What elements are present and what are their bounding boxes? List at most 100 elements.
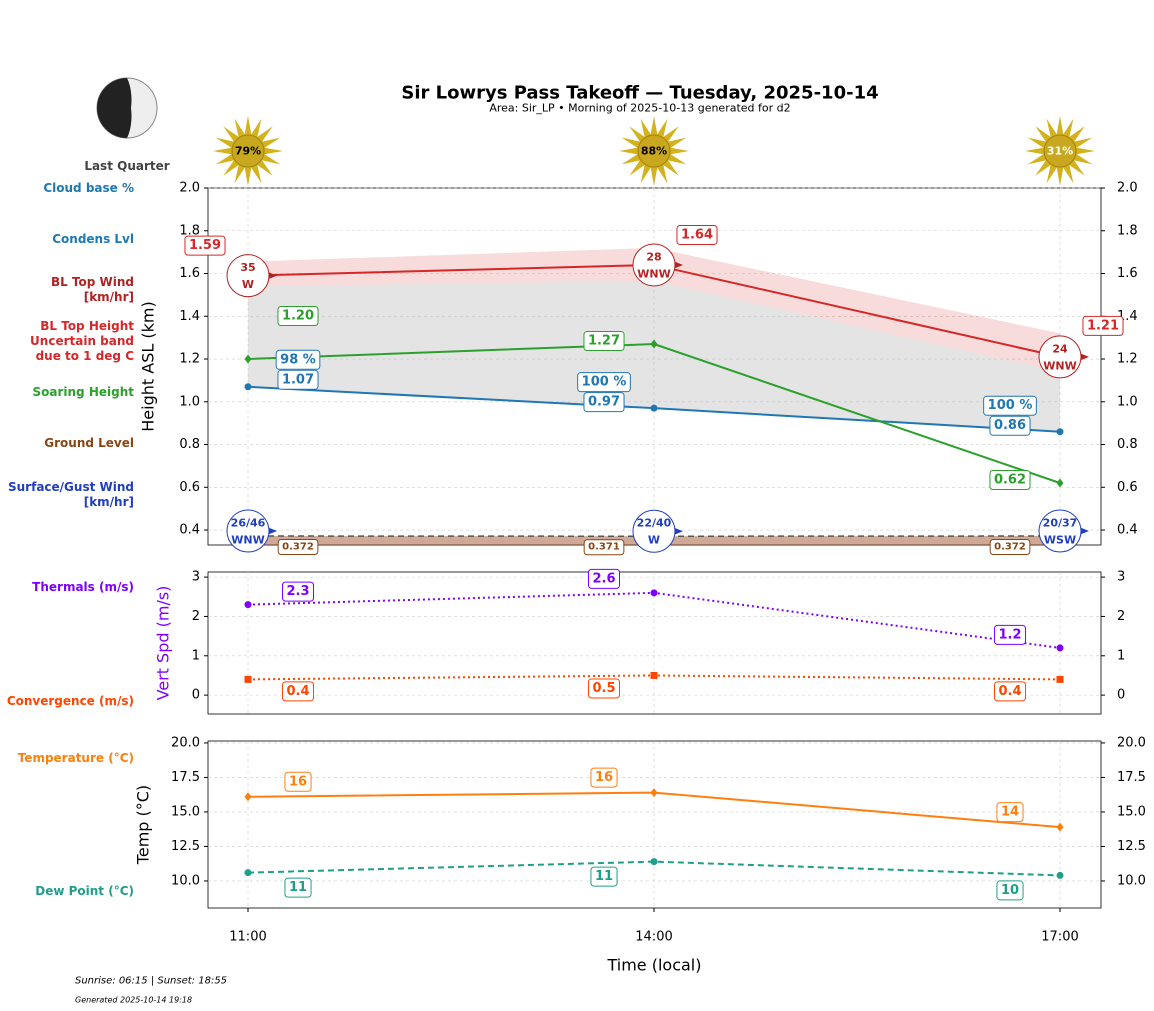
y-tick-label-right: 17.5 [1117, 770, 1146, 785]
y-tick-label: 12.5 [171, 839, 200, 854]
y-tick-label-right: 1.8 [1117, 223, 1138, 238]
data-label: 1.21 [1087, 318, 1119, 333]
cloud-cover-icon [1043, 134, 1077, 168]
y-tick-label-right: 1.2 [1117, 352, 1138, 367]
point [1056, 871, 1064, 879]
wind-arrow [1079, 527, 1089, 536]
wind-arrow [673, 527, 683, 536]
data-label-box [590, 767, 618, 788]
data-label-box [284, 771, 312, 792]
data-label-box [993, 681, 1027, 702]
series-name: Dew Point (°C) [35, 884, 134, 898]
y-tick-label-right: 0.8 [1117, 437, 1138, 452]
data-label-box [277, 306, 319, 327]
point [1056, 822, 1064, 832]
wind-arrow [267, 271, 277, 280]
point [1056, 644, 1064, 652]
wind-circle [226, 254, 270, 298]
y-tick-label-right: 12.5 [1117, 839, 1146, 854]
data-label: 0.4 [998, 684, 1021, 699]
y-tick-label-right: 1.6 [1117, 266, 1138, 281]
data-label: 0.371 [588, 542, 620, 553]
data-label: 0.5 [592, 681, 615, 696]
data-label: 98 % [280, 352, 316, 367]
point [244, 383, 252, 391]
data-label-box [583, 331, 625, 352]
series-name: Temperature (°C) [18, 751, 134, 765]
data-label: 2.6 [592, 571, 615, 586]
y-tick-label-right: 0 [1117, 688, 1125, 703]
data-label: 0.4 [286, 684, 309, 699]
wind-direction: W [242, 278, 254, 291]
series-name: BL Top Height [40, 319, 134, 333]
data-label: 1.59 [189, 238, 221, 253]
data-label-box [277, 369, 319, 390]
x-tick-label: 17:00 [1041, 930, 1078, 945]
y-tick-label: 1.6 [179, 266, 200, 281]
wind-direction: WNW [231, 534, 264, 547]
cloud-cover-label: 31% [1047, 145, 1073, 158]
data-label-box [1082, 315, 1124, 336]
data-label-box [993, 624, 1027, 645]
y-tick-label: 3 [192, 570, 200, 585]
y-tick-label: 0.8 [179, 437, 200, 452]
wind-speed: 20/37 [1043, 517, 1078, 530]
series-name: BL Top Wind [51, 275, 134, 289]
data-label: 100 % [582, 375, 627, 390]
cloud-cover-icon [231, 134, 265, 168]
data-label: 1.64 [681, 227, 713, 242]
y-tick-label-right: 0.4 [1117, 523, 1138, 538]
wind-arrow [673, 260, 683, 269]
cloud-layer-area [248, 280, 1060, 432]
series-name: Ground Level [44, 436, 134, 450]
x-axis-label: Time (local) [606, 956, 701, 975]
series-name: Uncertain band [30, 334, 134, 348]
wind-direction: W [648, 534, 660, 547]
wind-circle [632, 509, 676, 553]
data-label-box [281, 681, 315, 702]
data-label-box [284, 877, 312, 898]
data-label: 11 [595, 869, 613, 884]
y-tick-label: 1.0 [179, 394, 200, 409]
y-tick-label: 1.8 [179, 223, 200, 238]
series-name: Thermals (m/s) [32, 580, 134, 594]
point [244, 792, 252, 802]
x-tick-label: 11:00 [229, 930, 266, 945]
point [244, 354, 252, 364]
y-tick-label-right: 2.0 [1117, 181, 1138, 196]
y-axis-label: Height ASL (km) [139, 301, 158, 431]
data-label-box [275, 349, 321, 370]
y-tick-label: 2 [192, 609, 200, 624]
cloud-cover-label: 79% [235, 145, 261, 158]
y-tick-label: 1 [192, 648, 200, 663]
point [244, 869, 252, 877]
point [650, 404, 658, 412]
y-tick-label-right: 2 [1117, 609, 1125, 624]
uncertainty-band [248, 247, 1060, 372]
data-label: 16 [289, 774, 307, 789]
y-tick-label-right: 3 [1117, 570, 1125, 585]
data-label-box [996, 802, 1024, 823]
data-label: 100 % [988, 398, 1033, 413]
wind-speed: 28 [646, 250, 661, 263]
point [244, 601, 252, 609]
series-name: Surface/Gust Wind [8, 480, 134, 494]
data-label: 16 [595, 770, 613, 785]
y-tick-label: 20.0 [171, 735, 200, 750]
wind-speed: 24 [1052, 342, 1068, 355]
plot-frame [207, 740, 1102, 909]
data-label: 10 [1001, 883, 1019, 898]
cloud-cover-label: 88% [641, 145, 667, 158]
cloud-cover-icon [637, 134, 671, 168]
generated-note: Generated 2025-10-14 19:18 [75, 996, 192, 1005]
data-label-box [996, 880, 1024, 901]
wind-direction: WNW [1043, 359, 1076, 372]
y-tick-label: 2.0 [179, 181, 200, 196]
point [1056, 428, 1064, 436]
y-tick-label: 0.4 [179, 523, 200, 538]
wind-direction: WNW [637, 267, 670, 280]
point [650, 589, 658, 597]
wind-speed: 22/40 [637, 517, 672, 530]
y-tick-label-right: 1.0 [1117, 394, 1138, 409]
